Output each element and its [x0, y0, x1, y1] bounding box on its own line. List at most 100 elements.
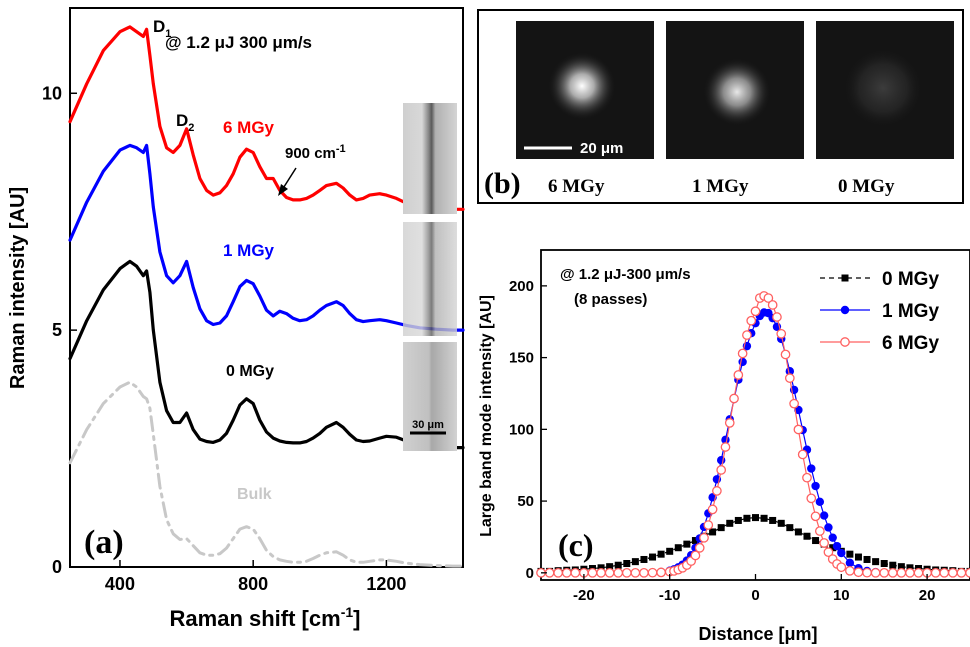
- data-point-6-mgy: [930, 567, 941, 578]
- data-point-6-mgy: [784, 373, 795, 383]
- x-tick-label-a: 800: [238, 574, 268, 594]
- data-point-0-mgy: [854, 553, 862, 561]
- d2-label: D2: [176, 111, 194, 134]
- data-point-0-mgy: [614, 561, 622, 569]
- data-point-6-mgy: [630, 567, 641, 578]
- condition-label-c: @ 1.2 μJ-300 μm/s: [560, 266, 691, 283]
- legend-item-6-mgy: 6 MGy: [820, 333, 939, 354]
- wavenumber-annotation: 900 cm-1: [285, 143, 346, 162]
- data-point-6-mgy: [836, 562, 847, 573]
- data-point-1-mgy: [815, 497, 825, 507]
- profile-series-group: [536, 291, 970, 578]
- data-point-6-mgy: [887, 567, 898, 578]
- data-point-6-mgy: [746, 315, 757, 326]
- data-point-0-mgy: [631, 558, 639, 566]
- profile-points-0-mgy: [537, 514, 970, 575]
- data-point-6-mgy: [699, 532, 709, 543]
- y-tick-label-c: 100: [509, 421, 534, 438]
- data-point-0-mgy: [623, 560, 631, 567]
- data-point-6-mgy: [716, 465, 727, 475]
- data-point-0-mgy: [846, 550, 854, 558]
- data-point-6-mgy: [694, 543, 705, 553]
- data-point-6-mgy: [806, 493, 817, 504]
- passes-label: (8 passes): [574, 291, 647, 308]
- x-tick-label-c: -20: [573, 587, 595, 604]
- data-point-6-mgy: [707, 504, 718, 515]
- raman-spectra-panel: 400 800 1200 0 5 10 30 μm @ 1.2 μJ 300 μm/s D…: [7, 7, 465, 631]
- plot-frame-a: [69, 7, 464, 568]
- x-tick-label-c: 0: [751, 587, 759, 604]
- data-point-0-mgy: [649, 553, 657, 561]
- panel-b-frame: [477, 9, 964, 204]
- data-point-0-mgy: [863, 555, 871, 563]
- legend-label: 0 MGy: [882, 269, 939, 290]
- legend-label: 1 MGy: [882, 301, 939, 322]
- data-point-0-mgy: [769, 516, 777, 524]
- data-point-6-mgy: [947, 567, 958, 578]
- data-point-6-mgy: [793, 424, 804, 435]
- data-point-6-mgy: [870, 567, 881, 578]
- data-point-0-mgy: [606, 563, 614, 571]
- condition-label-a: @ 1.2 μJ 300 μm/s: [165, 33, 312, 52]
- y-tick-label-a: 5: [52, 320, 62, 340]
- data-point-6-mgy: [750, 306, 761, 317]
- data-point-0-mgy: [794, 528, 802, 536]
- data-point-6-mgy: [604, 567, 615, 578]
- legend-item-0-mgy: 0 MGy: [820, 269, 939, 290]
- data-point-0-mgy: [657, 550, 665, 558]
- panel-label-c: (c): [558, 527, 594, 563]
- data-point-0-mgy: [812, 537, 820, 545]
- raman-series-bulk: [68, 380, 465, 568]
- data-point-6-mgy: [896, 567, 907, 578]
- data-point-6-mgy: [956, 567, 967, 578]
- x-tick-label-c: -10: [659, 587, 681, 604]
- data-point-6-mgy: [613, 567, 624, 578]
- scale-bar-a-label: 30 μm: [412, 419, 444, 431]
- data-point-6-mgy: [703, 520, 714, 530]
- fiber-micrographs: 30 μm: [403, 103, 457, 451]
- annotation-arrow-line: [281, 167, 297, 191]
- data-point-0-mgy: [760, 514, 768, 522]
- data-point-6-mgy: [647, 567, 658, 578]
- data-point-6-mgy: [965, 567, 970, 578]
- data-point-0-mgy: [683, 540, 691, 548]
- label-6mgy-a: 6 MGy: [223, 118, 275, 137]
- data-point-6-mgy: [621, 567, 632, 578]
- label-1mgy-a: 1 MGy: [223, 241, 275, 260]
- legend-marker: [840, 337, 850, 347]
- data-point-6-mgy: [879, 567, 890, 578]
- data-point-6-mgy: [789, 398, 799, 409]
- data-point-6-mgy: [845, 565, 855, 576]
- micrograph-1mgy: [403, 222, 457, 336]
- raman-series-1-mgy: [68, 143, 465, 332]
- data-point-6-mgy: [939, 567, 950, 578]
- legend: 0 MGy 1 MGy 6 MGy: [820, 269, 939, 354]
- data-point-6-mgy: [561, 567, 572, 578]
- data-point-0-mgy: [734, 516, 742, 524]
- data-point-1-mgy: [837, 548, 846, 558]
- data-point-1-mgy: [832, 541, 842, 551]
- legend-marker: [841, 274, 849, 282]
- data-point-0-mgy: [897, 563, 905, 571]
- data-point-0-mgy: [597, 564, 605, 572]
- data-point-6-mgy: [553, 567, 564, 578]
- legend-item-1-mgy: 1 MGy: [820, 301, 939, 322]
- data-point-6-mgy: [913, 567, 924, 578]
- data-point-1-mgy: [738, 357, 747, 367]
- raman-axis-ticks: 400 800 1200 0 5 10: [42, 83, 406, 594]
- y-tick-label-c: 200: [509, 278, 534, 295]
- raman-series-6-mgy: [68, 25, 465, 211]
- data-point-0-mgy: [829, 544, 837, 552]
- data-point-1-mgy: [845, 558, 855, 567]
- label-bulk-a: Bulk: [237, 486, 272, 503]
- data-point-1-mgy: [811, 481, 820, 491]
- image-label-0mgy: 0 MGy: [838, 176, 895, 197]
- data-point-6-mgy: [853, 567, 864, 578]
- data-point-6-mgy: [712, 486, 722, 496]
- data-point-0-mgy: [906, 564, 914, 572]
- data-point-6-mgy: [729, 393, 739, 404]
- data-point-0-mgy: [640, 555, 648, 563]
- data-point-0-mgy: [880, 560, 888, 567]
- data-point-6-mgy: [819, 538, 829, 548]
